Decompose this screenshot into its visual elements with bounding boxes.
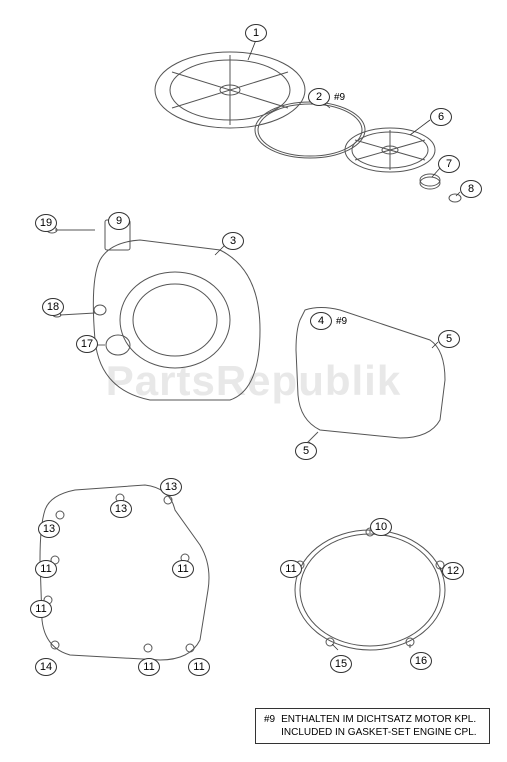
callout-11: 11 bbox=[188, 658, 210, 676]
callout-8: 8 bbox=[460, 180, 482, 198]
callout-1: 1 bbox=[245, 24, 267, 42]
callout-5: 5 bbox=[438, 330, 460, 348]
parts-diagram: PartsRepublik bbox=[0, 0, 507, 762]
callout-number: 13 bbox=[110, 500, 132, 518]
callout-11: 11 bbox=[35, 560, 57, 578]
callout-10: 10 bbox=[370, 518, 392, 536]
callout-number: 6 bbox=[430, 108, 452, 126]
callout-13: 13 bbox=[38, 520, 60, 538]
callout-16: 16 bbox=[410, 652, 432, 670]
callout-number: 4 bbox=[310, 312, 332, 330]
callout-11: 11 bbox=[30, 600, 52, 618]
callout-11: 11 bbox=[138, 658, 160, 676]
callout-number: 18 bbox=[42, 298, 64, 316]
callout-number: 11 bbox=[30, 600, 52, 618]
callout-17: 17 bbox=[76, 335, 98, 353]
callout-9: 9 bbox=[108, 212, 130, 230]
callout-number: 19 bbox=[35, 214, 57, 232]
callout-number: 14 bbox=[35, 658, 57, 676]
callout-5: 5 bbox=[295, 442, 317, 460]
callout-2: 2 #9 bbox=[308, 88, 345, 106]
callout-11: 11 bbox=[280, 560, 302, 578]
callout-12: 12 bbox=[442, 562, 464, 580]
callout-number: 10 bbox=[370, 518, 392, 536]
callout-number: 2 bbox=[308, 88, 330, 106]
callout-19: 19 bbox=[35, 214, 57, 232]
callout-number: 9 bbox=[108, 212, 130, 230]
callout-7: 7 bbox=[438, 155, 460, 173]
callout-number: 11 bbox=[280, 560, 302, 578]
note-line2: INCLUDED IN GASKET-SET ENGINE CPL. bbox=[281, 726, 476, 739]
callout-number: 13 bbox=[38, 520, 60, 538]
callout-number: 13 bbox=[160, 478, 182, 496]
callout-number: 1 bbox=[245, 24, 267, 42]
callout-note: #9 bbox=[336, 316, 347, 327]
callout-number: 8 bbox=[460, 180, 482, 198]
callout-number: 15 bbox=[330, 655, 352, 673]
gasket-note-box: #9 ENTHALTEN IM DICHTSATZ MOTOR KPL. INC… bbox=[255, 708, 490, 744]
note-line1: ENTHALTEN IM DICHTSATZ MOTOR KPL. bbox=[281, 713, 476, 726]
callout-number: 11 bbox=[138, 658, 160, 676]
callout-number: 11 bbox=[172, 560, 194, 578]
callout-number: 17 bbox=[76, 335, 98, 353]
callout-6: 6 bbox=[430, 108, 452, 126]
callout-15: 15 bbox=[330, 655, 352, 673]
callout-number: 12 bbox=[442, 562, 464, 580]
callout-18: 18 bbox=[42, 298, 64, 316]
callout-number: 5 bbox=[438, 330, 460, 348]
callout-13: 13 bbox=[160, 478, 182, 496]
callout-number: 11 bbox=[188, 658, 210, 676]
callout-number: 11 bbox=[35, 560, 57, 578]
callout-13: 13 bbox=[110, 500, 132, 518]
callout-14: 14 bbox=[35, 658, 57, 676]
callout-number: 7 bbox=[438, 155, 460, 173]
callout-number: 16 bbox=[410, 652, 432, 670]
callout-3: 3 bbox=[222, 232, 244, 250]
callout-number: 3 bbox=[222, 232, 244, 250]
callout-number: 5 bbox=[295, 442, 317, 460]
note-ref: #9 bbox=[264, 713, 275, 726]
callout-11: 11 bbox=[172, 560, 194, 578]
callout-note: #9 bbox=[334, 92, 345, 103]
callout-4: 4 #9 bbox=[310, 312, 347, 330]
